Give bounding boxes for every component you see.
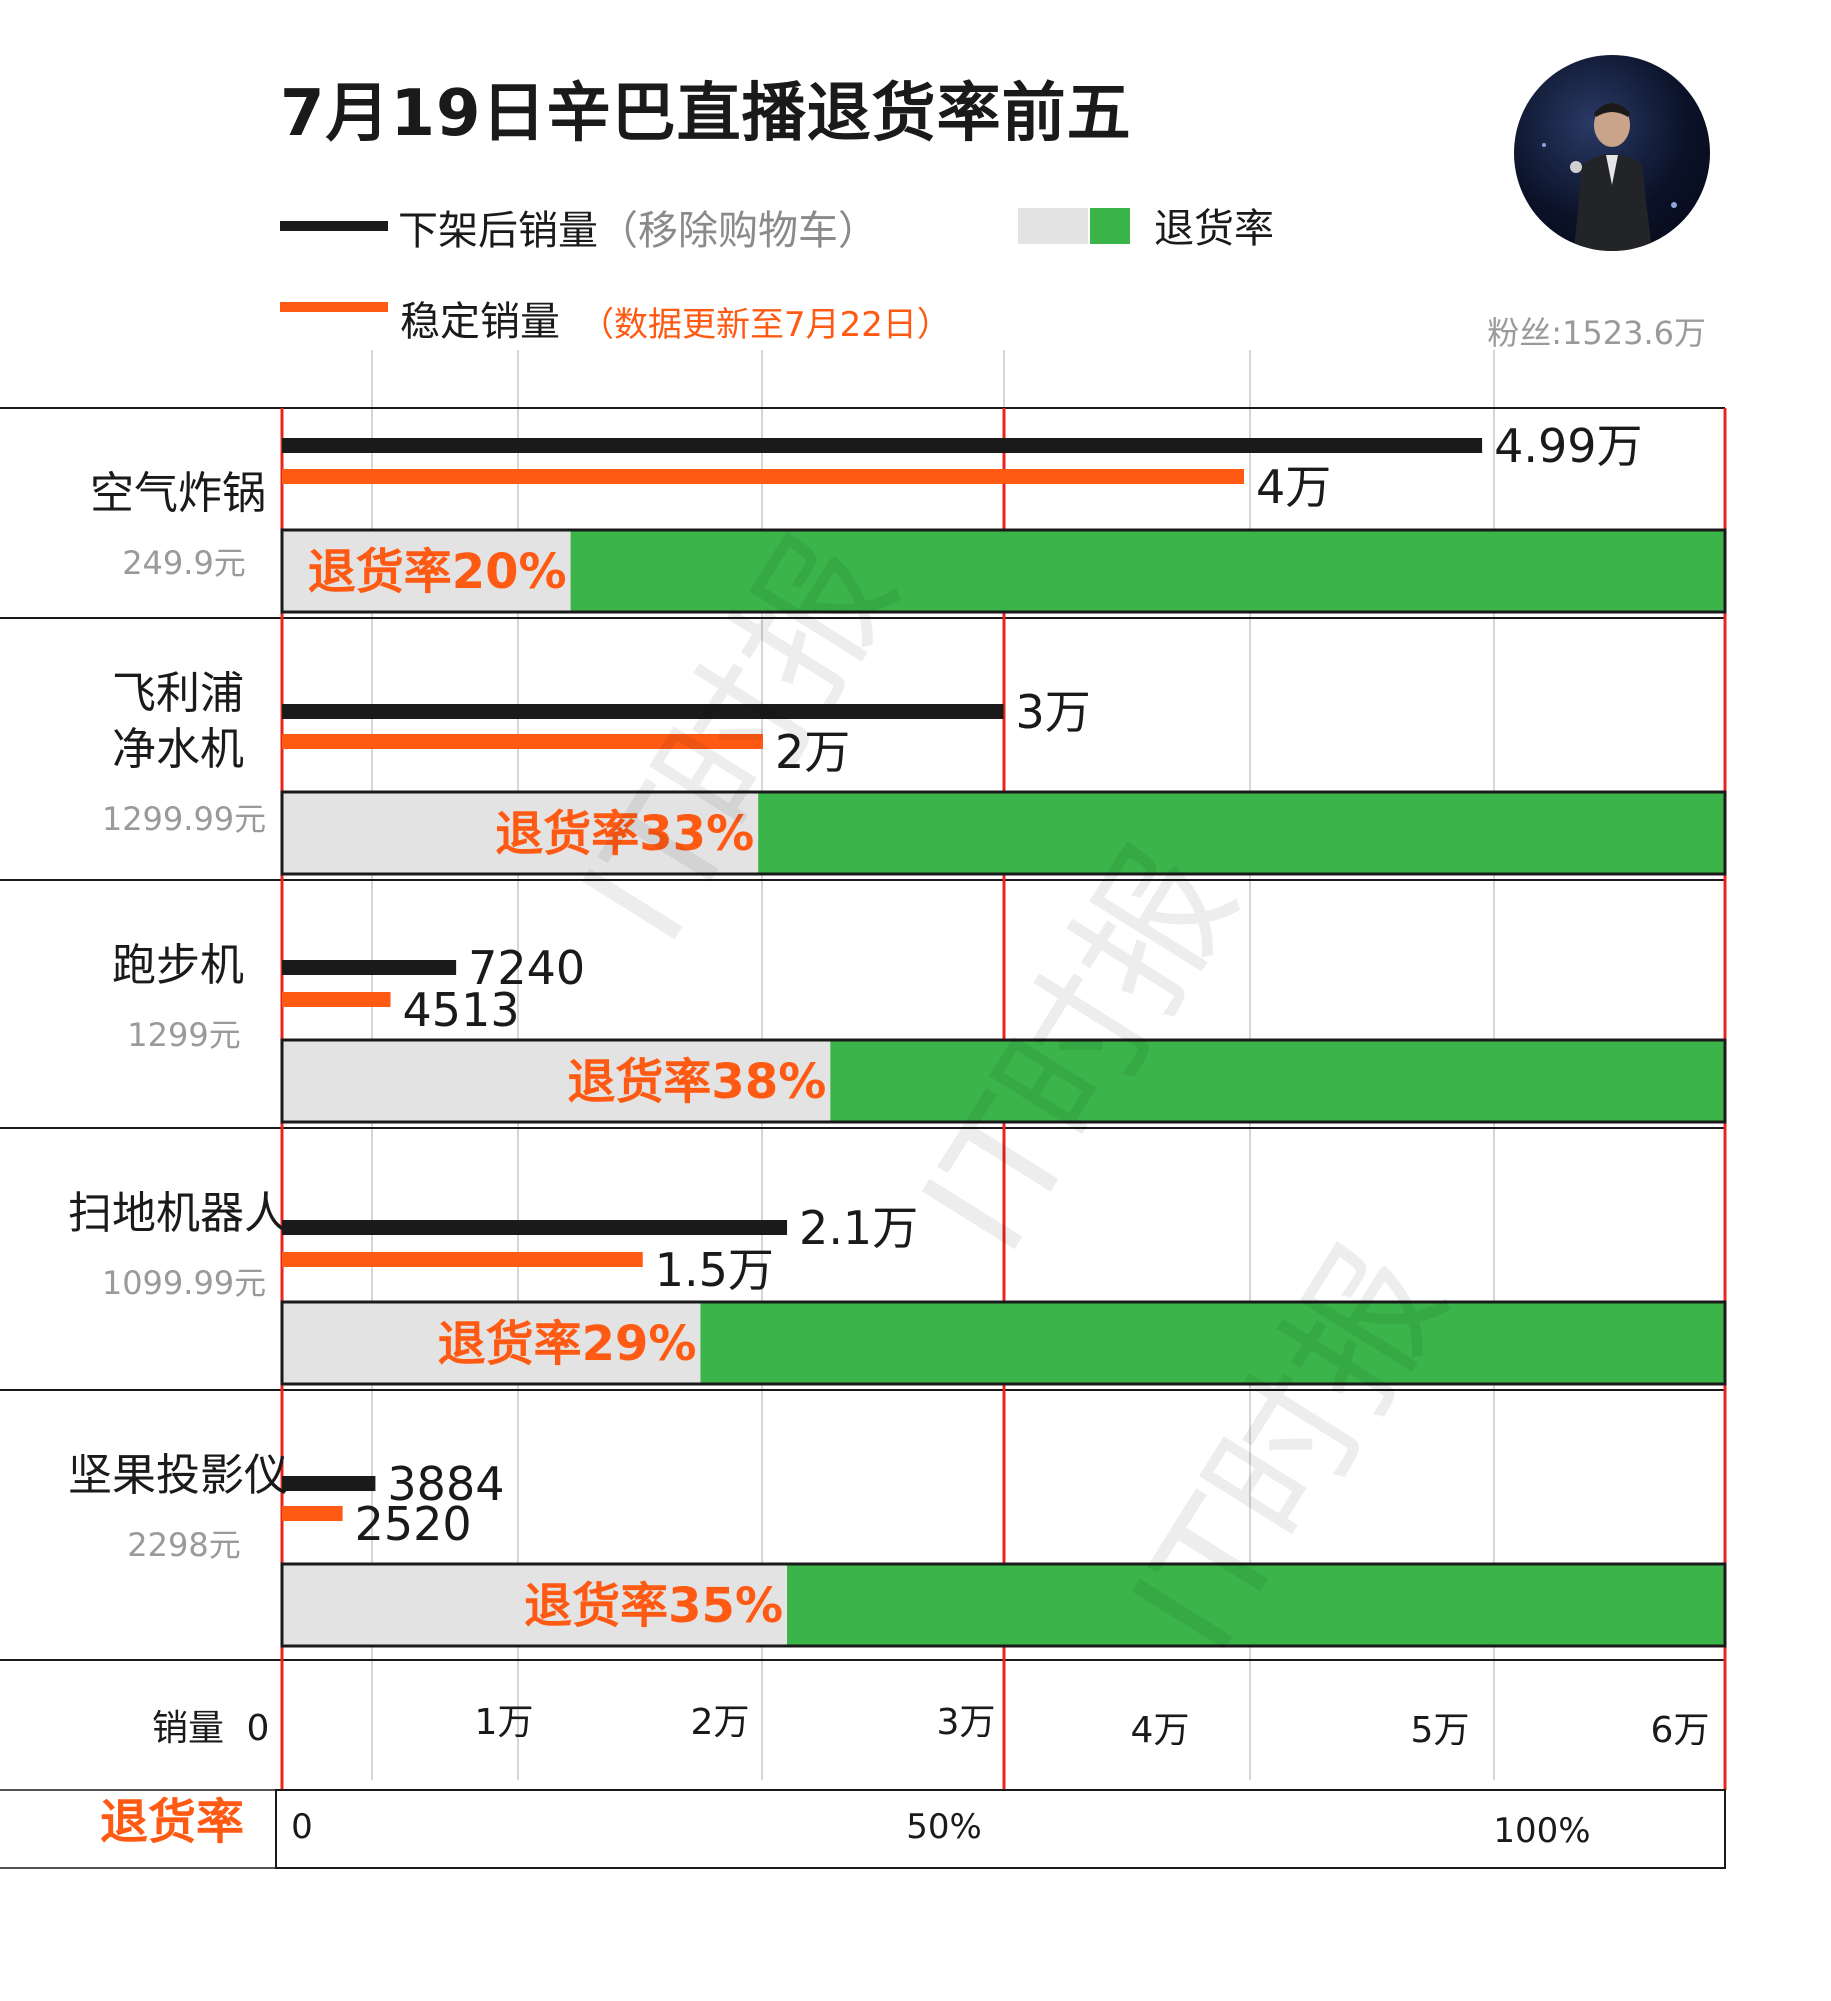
sales-bar-stable <box>282 992 391 1007</box>
data-label-delisted: 4.99万 <box>1494 419 1642 473</box>
category-label: 飞利浦 <box>112 668 244 719</box>
return-rate-fill <box>283 1565 788 1645</box>
category-label: 扫地机器人 <box>68 1188 288 1239</box>
rate-tick-label: 50% <box>906 1807 982 1847</box>
sales-bar-stable <box>282 734 763 749</box>
sales-bar-stable <box>282 469 1244 484</box>
legend-black-text: 下架后销量 <box>398 208 598 254</box>
legend-gray-swatch <box>1018 208 1088 244</box>
sales-bar-stable <box>282 1252 643 1267</box>
data-label-delisted: 3884 <box>387 1457 504 1511</box>
return-rate-label: 退货率29% <box>438 1316 697 1372</box>
price-label: 1299元 <box>127 1016 240 1054</box>
price-label: 2298元 <box>127 1526 240 1564</box>
sales-bar-delisted <box>282 704 1004 719</box>
rate-tick-label: 0 <box>291 1807 313 1847</box>
legend-black-paren: （移除购物车） <box>598 208 878 254</box>
category-label: 坚果投影仪 <box>68 1450 288 1501</box>
fans-count: 粉丝:1523.6万 <box>1487 314 1706 352</box>
return-rate-fill <box>283 1041 831 1121</box>
legend-orange-swatch <box>280 302 388 312</box>
category-label: 净水机 <box>112 724 244 775</box>
data-label-stable: 2万 <box>775 725 850 779</box>
sales-bar-delisted <box>282 1220 788 1235</box>
legend-black-label: 下架后销量（移除购物车） <box>398 198 878 256</box>
category-label: 空气炸锅 <box>90 468 266 519</box>
data-label-stable: 1.5万 <box>655 1243 774 1297</box>
legend-orange-note: （数据更新至7月22日） <box>580 305 951 345</box>
sales-tick-label: 0 <box>247 1708 270 1749</box>
price-label: 1099.99元 <box>102 1264 266 1302</box>
person-silhouette-icon <box>1542 103 1677 251</box>
sales-bar-delisted <box>282 960 457 975</box>
sales-bar-stable <box>282 1506 343 1521</box>
avatar <box>1514 55 1710 251</box>
return-rate-fill <box>283 531 571 611</box>
legend-green-swatch <box>1090 208 1130 244</box>
return-rate-label: 退货率20% <box>308 544 567 600</box>
return-rate-label: 退货率33% <box>495 806 754 862</box>
legend-orange-label: 稳定销量 <box>400 299 560 345</box>
data-label-delisted: 7240 <box>468 941 585 995</box>
rate-axis-label: 退货率 <box>100 1794 244 1850</box>
legend-return-rate-label: 退货率 <box>1154 206 1274 252</box>
sales-bar-delisted <box>282 438 1483 453</box>
data-label-stable: 2520 <box>355 1497 472 1551</box>
data-label-stable: 4万 <box>1256 460 1331 514</box>
rate-axis-box <box>275 1789 1726 1869</box>
category-label: 跑步机 <box>112 940 244 991</box>
return-rate-fill <box>283 1303 701 1383</box>
return-rate-label: 退货率35% <box>524 1578 783 1634</box>
sales-tick-label: 6万 <box>1651 1710 1710 1751</box>
sales-tick-label: 3万 <box>937 1702 996 1743</box>
sales-tick-label: 5万 <box>1411 1710 1470 1751</box>
price-label: 1299.99元 <box>102 800 266 838</box>
data-label-delisted: 3万 <box>1016 685 1091 739</box>
sales-tick-label: 1万 <box>475 1702 534 1743</box>
page-title: 7月19日辛巴直播退货率前五 <box>280 77 1132 151</box>
return-rate-fill <box>283 793 759 873</box>
data-label-delisted: 2.1万 <box>799 1201 918 1255</box>
sales-axis-label: 销量 <box>152 1708 224 1749</box>
sales-tick-label: 2万 <box>691 1702 750 1743</box>
price-label: 249.9元 <box>122 544 246 582</box>
rate-tick-label: 100% <box>1493 1811 1590 1851</box>
sales-tick-label: 4万 <box>1131 1710 1190 1751</box>
legend-black-swatch <box>280 221 388 231</box>
sales-bar-delisted <box>282 1476 376 1491</box>
data-label-stable: 4513 <box>403 983 520 1037</box>
return-rate-label: 退货率38% <box>567 1054 826 1110</box>
